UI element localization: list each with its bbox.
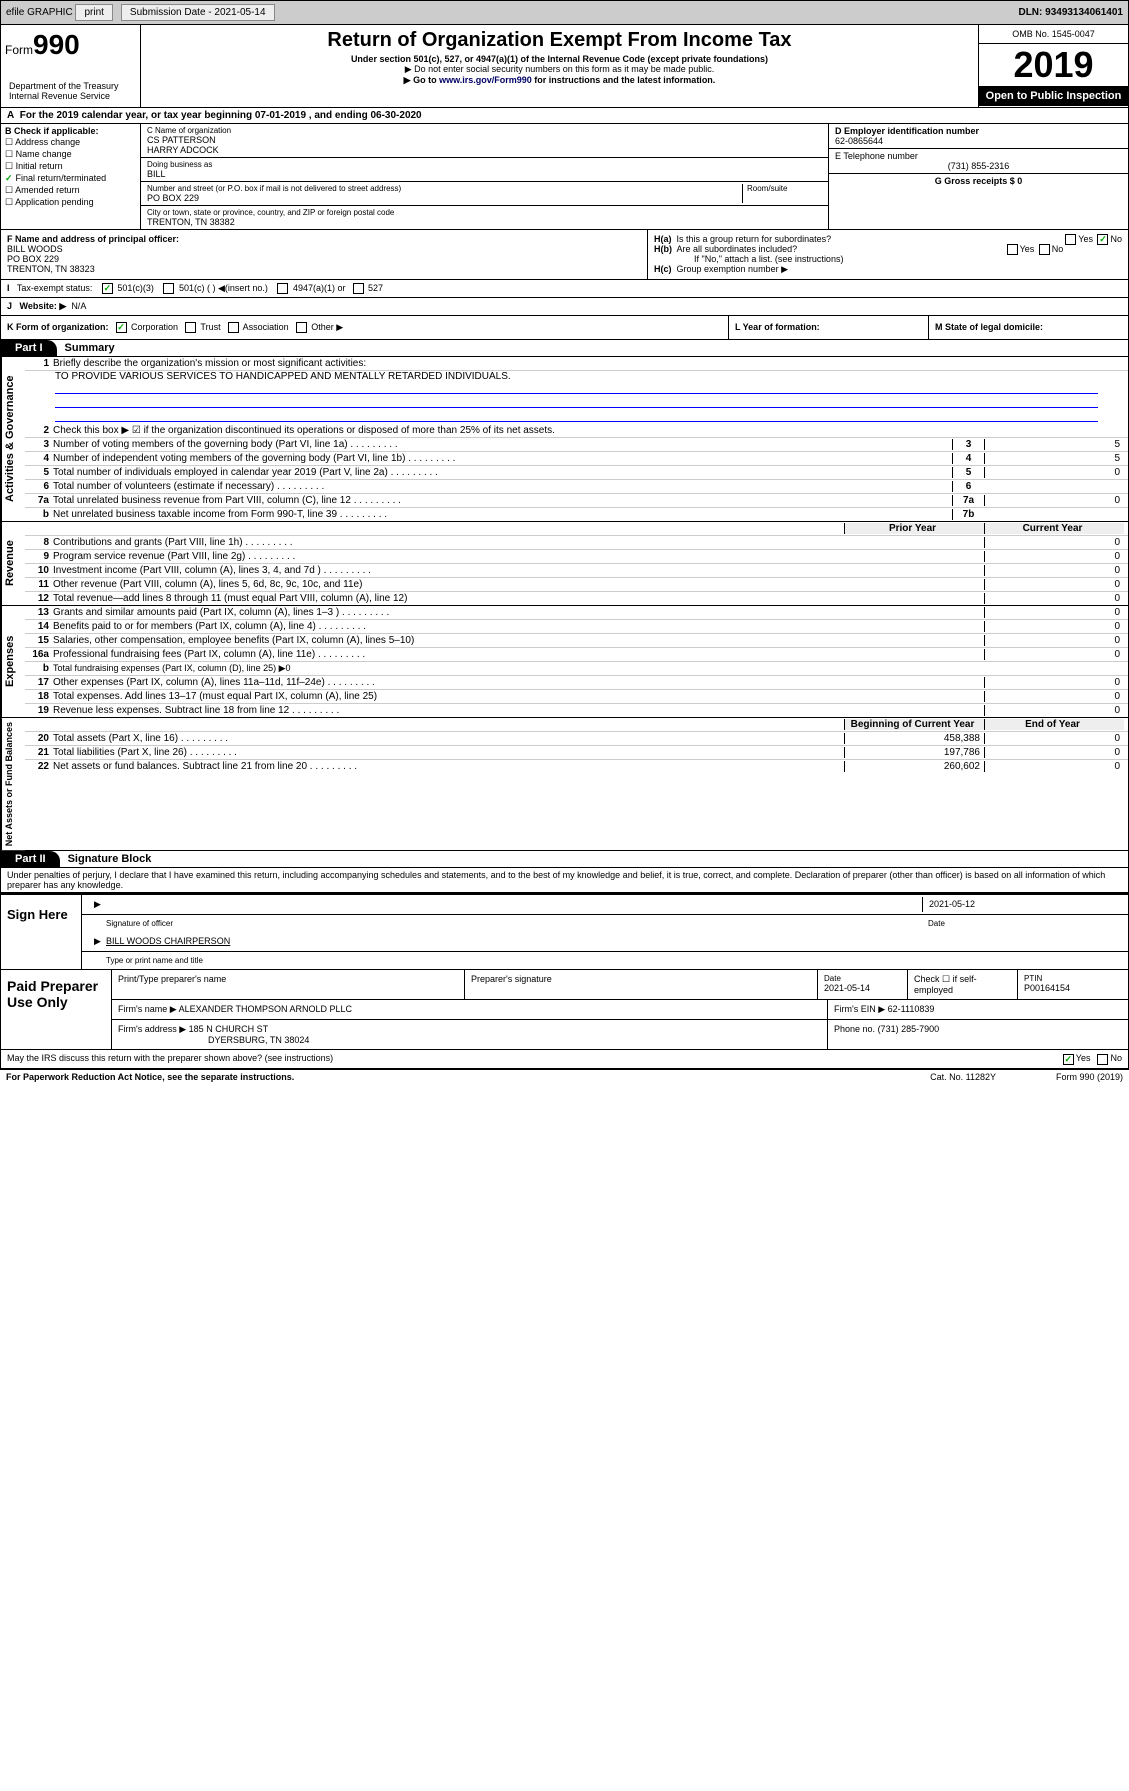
hb-yes-check[interactable]: [1007, 244, 1018, 255]
assoc-check[interactable]: [228, 322, 239, 333]
amended-return-check[interactable]: ☐ Amended return: [5, 185, 136, 196]
activities-governance-label: Activities & Governance: [1, 357, 25, 521]
initial-return-check[interactable]: ☐ Initial return: [5, 161, 136, 172]
omb-number: OMB No. 1545-0047: [979, 25, 1128, 44]
tax-year: 2019: [979, 44, 1128, 86]
gross-receipts: G Gross receipts $ 0: [935, 176, 1023, 186]
row-k: K Form of organization: Corporation Trus…: [0, 316, 1129, 340]
form-subtitle: Under section 501(c), 527, or 4947(a)(1)…: [149, 54, 970, 64]
4947-check[interactable]: [277, 283, 288, 294]
discuss-no-check[interactable]: [1097, 1054, 1108, 1065]
section-bcdefg: B Check if applicable: ☐ Address change …: [0, 124, 1129, 230]
ha-no-check[interactable]: [1097, 234, 1108, 245]
discuss-row: May the IRS discuss this return with the…: [0, 1050, 1129, 1068]
paid-preparer-label: Paid Preparer Use Only: [1, 970, 111, 1049]
527-check[interactable]: [353, 283, 364, 294]
signature-block: Sign Here ▶2021-05-12 Signature of offic…: [0, 893, 1129, 970]
501c-check[interactable]: [163, 283, 174, 294]
footer: For Paperwork Reduction Act Notice, see …: [0, 1069, 1129, 1084]
revenue-section: Revenue Prior YearCurrent Year 8Contribu…: [0, 522, 1129, 606]
box-c: C Name of organizationCS PATTERSON HARRY…: [141, 124, 828, 229]
expenses-section: Expenses 13Grants and similar amounts pa…: [0, 606, 1129, 718]
corp-check[interactable]: [116, 322, 127, 333]
phone-value: (731) 855-2316: [835, 161, 1122, 171]
part-2-header: Part IISignature Block: [0, 851, 1129, 868]
dln-label: DLN: 93493134061401: [1018, 7, 1123, 18]
paid-preparer-block: Paid Preparer Use Only Print/Type prepar…: [0, 970, 1129, 1050]
other-check[interactable]: [296, 322, 307, 333]
department-label: Department of the Treasury Internal Reve…: [5, 79, 136, 103]
discuss-yes-check[interactable]: [1063, 1054, 1074, 1065]
expenses-label: Expenses: [1, 606, 25, 717]
form-header: Form990 Department of the Treasury Inter…: [0, 25, 1129, 108]
name-change-check[interactable]: ☐ Name change: [5, 149, 136, 160]
mission-text: TO PROVIDE VARIOUS SERVICES TO HANDICAPP…: [25, 371, 1128, 382]
box-defg: D Employer identification number62-08656…: [828, 124, 1128, 229]
application-pending-check[interactable]: ☐ Application pending: [5, 197, 136, 208]
row-j: J Website: ▶ N/A: [0, 298, 1129, 316]
website-note: ▶ Go to www.irs.gov/Form990 for instruct…: [149, 75, 970, 86]
print-button[interactable]: print: [75, 4, 112, 21]
penalties-statement: Under penalties of perjury, I declare th…: [0, 868, 1129, 893]
address-change-check[interactable]: ☐ Address change: [5, 137, 136, 148]
submission-date-button[interactable]: Submission Date - 2021-05-14: [121, 4, 275, 21]
box-b: B Check if applicable: ☐ Address change …: [1, 124, 141, 229]
ha-yes-check[interactable]: [1065, 234, 1076, 245]
row-i: I Tax-exempt status: 501(c)(3) 501(c) ( …: [0, 280, 1129, 298]
top-bar: efile GRAPHIC print Submission Date - 20…: [0, 0, 1129, 25]
ssn-note: ▶ Do not enter social security numbers o…: [149, 64, 970, 75]
activities-governance-section: Activities & Governance 1Briefly describ…: [0, 357, 1129, 522]
hb-no-check[interactable]: [1039, 244, 1050, 255]
trust-check[interactable]: [185, 322, 196, 333]
final-return-check[interactable]: Final return/terminated: [5, 173, 136, 184]
form-number: Form990: [5, 29, 136, 61]
revenue-label: Revenue: [1, 522, 25, 605]
net-assets-label: Net Assets or Fund Balances: [1, 718, 25, 850]
form-title: Return of Organization Exempt From Incom…: [149, 29, 970, 52]
net-assets-section: Net Assets or Fund Balances Beginning of…: [0, 718, 1129, 851]
open-public-badge: Open to Public Inspection: [979, 86, 1128, 106]
501c3-check[interactable]: [102, 283, 113, 294]
irs-link[interactable]: www.irs.gov/Form990: [439, 75, 532, 85]
part-1-header: Part ISummary: [0, 340, 1129, 357]
tax-period: A For the 2019 calendar year, or tax yea…: [0, 108, 1129, 124]
section-fh: F Name and address of principal officer:…: [0, 230, 1129, 280]
efile-label: efile GRAPHIC: [6, 7, 73, 18]
sign-here-label: Sign Here: [1, 895, 81, 969]
ein-value: 62-0865644: [835, 136, 1122, 146]
